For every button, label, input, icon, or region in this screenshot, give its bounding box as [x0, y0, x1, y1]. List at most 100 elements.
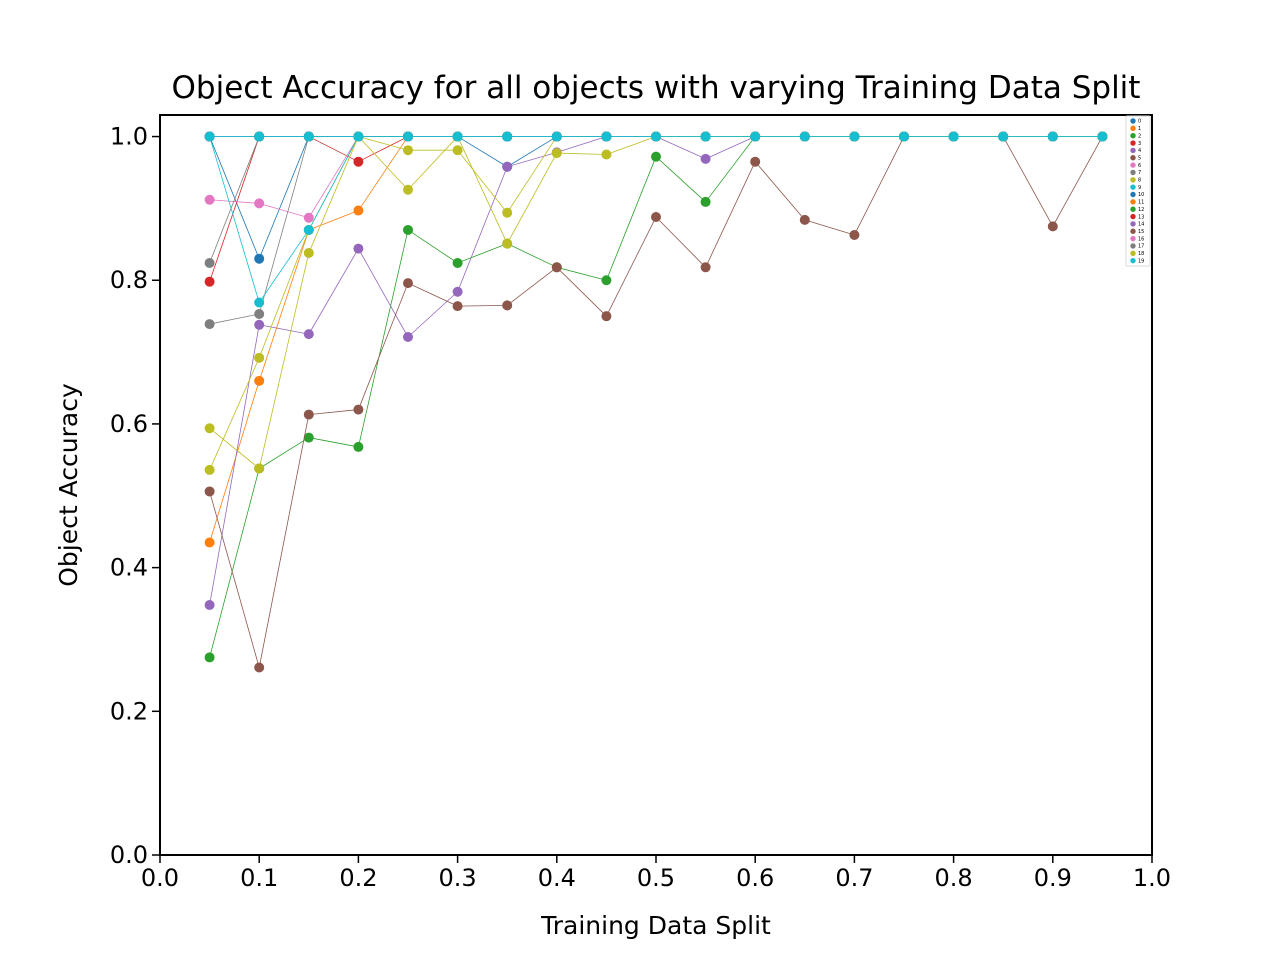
- legend-label: 14: [1138, 222, 1144, 228]
- data-point: [303, 131, 314, 142]
- data-point: [204, 319, 215, 330]
- data-point: [799, 214, 810, 225]
- data-point: [254, 319, 265, 330]
- data-point: [303, 432, 314, 443]
- y-tick-label: 0.8: [110, 266, 148, 294]
- data-point: [303, 224, 314, 235]
- y-axis-ticks: 0.0 0.2 0.4 0.6 0.8 1.0: [110, 123, 160, 869]
- data-point: [651, 151, 661, 162]
- legend-marker: [1130, 191, 1136, 198]
- x-tick-label: 0.7: [835, 864, 873, 892]
- data-point: [700, 196, 711, 207]
- data-point: [204, 276, 215, 287]
- data-point: [403, 184, 413, 195]
- legend-marker: [1130, 125, 1136, 132]
- legend-marker: [1130, 257, 1136, 264]
- x-tick-label: 0.3: [439, 864, 477, 892]
- legend-marker: [1130, 243, 1136, 249]
- chart-title: Object Accuracy for all objects with var…: [172, 70, 1141, 106]
- data-point: [700, 153, 711, 164]
- data-point: [948, 131, 959, 142]
- legend-marker: [1130, 162, 1136, 168]
- data-point: [899, 131, 909, 142]
- x-tick-label: 0.5: [637, 864, 675, 892]
- data-point: [254, 375, 265, 386]
- legend-marker: [1130, 206, 1136, 212]
- x-tick-label: 1.0: [1133, 864, 1171, 892]
- legend-marker: [1130, 133, 1136, 139]
- data-point: [204, 194, 215, 205]
- data-point: [254, 309, 265, 320]
- data-point: [204, 652, 215, 663]
- x-axis-ticks: 0.0 0.1 0.2 0.3 0.4 0.5 0.6 0.7 0.8 0.9 1.0: [141, 855, 1171, 892]
- legend-marker: [1130, 177, 1136, 183]
- data-point: [204, 537, 215, 548]
- legend-label: 11: [1138, 200, 1144, 206]
- data-point: [1047, 221, 1058, 232]
- data-point: [303, 247, 314, 258]
- data-point: [452, 286, 463, 297]
- data-point: [353, 243, 364, 254]
- legend-marker: [1130, 147, 1136, 154]
- x-tick-label: 0.0: [141, 864, 179, 892]
- data-point: [502, 207, 513, 218]
- legend-label: 9: [1138, 185, 1141, 191]
- data-point: [254, 662, 265, 673]
- data-point: [254, 352, 265, 363]
- legend-marker: [1130, 221, 1136, 227]
- data-point: [502, 300, 513, 311]
- data-point: [303, 409, 314, 420]
- data-point: [254, 131, 265, 142]
- legend-box: [1125, 115, 1151, 267]
- plot-area: 0.0 0.1 0.2 0.3 0.4 0.5 0.6 0.7 0.8 0.9 1.0 0.0 0.2…: [110, 114, 1171, 892]
- data-point: [502, 161, 513, 172]
- data-point: [601, 311, 612, 322]
- data-point: [799, 131, 810, 142]
- data-point: [1047, 131, 1058, 142]
- data-point: [254, 198, 265, 209]
- y-tick-label: 0.6: [110, 410, 148, 438]
- data-point: [254, 297, 265, 308]
- data-point: [204, 486, 215, 497]
- data-point: [303, 329, 314, 340]
- data-point: [353, 205, 364, 216]
- x-tick-label: 0.6: [736, 864, 774, 892]
- legend-marker: [1130, 140, 1136, 146]
- legend-marker: [1130, 235, 1136, 242]
- x-tick-label: 0.8: [935, 864, 973, 892]
- data-point: [452, 145, 463, 156]
- data-point: [551, 131, 562, 142]
- legend-marker: [1130, 169, 1136, 176]
- legend-label: 17: [1138, 244, 1144, 250]
- data-point: [651, 131, 661, 142]
- data-point: [353, 156, 364, 167]
- data-point: [353, 131, 364, 142]
- data-point: [502, 238, 513, 249]
- legend-marker: [1130, 184, 1136, 190]
- data-point: [353, 404, 364, 415]
- legend-label: 18: [1138, 251, 1144, 257]
- data-point: [601, 275, 612, 286]
- legend-label: 2: [1138, 133, 1141, 139]
- y-tick-label: 1.0: [110, 123, 148, 151]
- legend-label: 10: [1138, 192, 1144, 198]
- legend-label: 1: [1138, 126, 1141, 132]
- y-tick-label: 0.4: [110, 554, 148, 582]
- legend-label: 7: [1138, 170, 1141, 176]
- series-layer: [204, 131, 1108, 673]
- data-point: [403, 131, 413, 142]
- data-point: [601, 149, 612, 160]
- data-point: [849, 131, 860, 142]
- data-point: [601, 131, 612, 142]
- legend-label: 0: [1138, 119, 1141, 125]
- data-point: [452, 258, 463, 268]
- legend-marker: [1130, 118, 1136, 124]
- legend-label: 5: [1138, 155, 1141, 161]
- legend-label: 6: [1138, 163, 1141, 169]
- legend-marker: [1130, 228, 1136, 234]
- legend-label: 3: [1138, 141, 1141, 147]
- data-point: [254, 253, 265, 264]
